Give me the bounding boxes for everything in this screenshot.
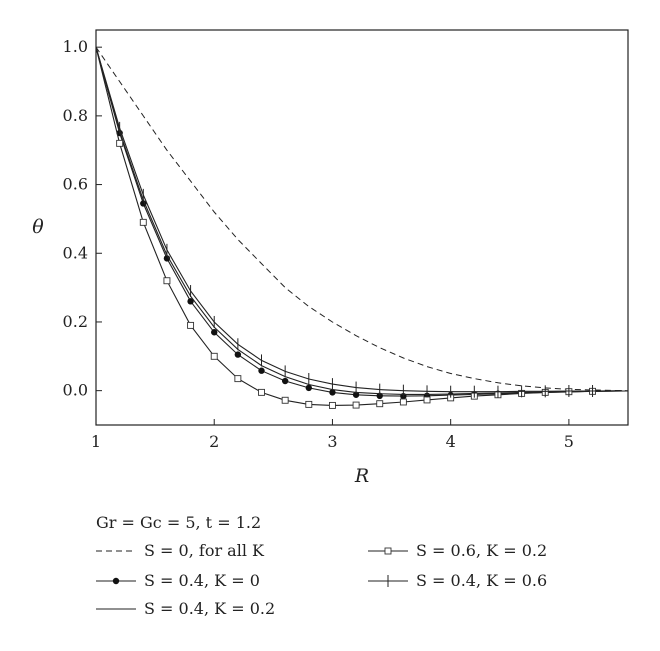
legend: Gr = Gc = 5, t = 1.2 S = 0, for all K S =… bbox=[96, 513, 547, 618]
y-axis-label: θ bbox=[32, 216, 44, 238]
y-tick-label: 0.8 bbox=[63, 106, 88, 125]
plot-area bbox=[95, 46, 629, 409]
data-point bbox=[258, 388, 265, 396]
data-point bbox=[305, 400, 313, 408]
data-point bbox=[399, 398, 407, 406]
x-tick-label: 3 bbox=[327, 432, 337, 451]
data-point bbox=[211, 329, 218, 336]
series-line bbox=[95, 47, 623, 393]
legend-item: S = 0.4, K = 0.2 bbox=[96, 599, 275, 618]
data-point bbox=[163, 277, 171, 285]
legend-marker bbox=[384, 547, 392, 555]
data-point bbox=[187, 321, 195, 329]
data-point bbox=[234, 351, 242, 358]
series-4 bbox=[95, 47, 623, 398]
legend-marker bbox=[112, 577, 120, 585]
legend-item: S = 0.4, K = 0.6 bbox=[368, 571, 547, 590]
y-tick-label: 0.0 bbox=[63, 381, 88, 400]
data-point bbox=[352, 391, 360, 398]
x-tick-label: 2 bbox=[209, 432, 219, 451]
data-point bbox=[187, 298, 194, 305]
series-3 bbox=[95, 47, 623, 409]
legend-title: Gr = Gc = 5, t = 1.2 bbox=[96, 513, 261, 532]
data-point bbox=[352, 401, 360, 409]
legend-item: S = 0.6, K = 0.2 bbox=[368, 541, 547, 560]
legend-label: S = 0.4, K = 0.6 bbox=[416, 571, 547, 590]
series-0 bbox=[95, 46, 629, 392]
data-point bbox=[258, 367, 265, 374]
series-1 bbox=[95, 47, 617, 400]
data-point bbox=[234, 375, 242, 383]
legend-label: S = 0.4, K = 0.2 bbox=[144, 599, 275, 618]
series-line bbox=[95, 47, 617, 397]
data-point bbox=[329, 389, 336, 396]
x-tick-label: 5 bbox=[564, 432, 574, 451]
data-point bbox=[116, 139, 124, 147]
data-point bbox=[281, 396, 289, 404]
legend-item: S = 0.4, K = 0 bbox=[96, 571, 260, 590]
data-point bbox=[376, 400, 384, 408]
x-axis-label: R bbox=[354, 465, 369, 487]
plot-frame bbox=[95, 29, 629, 426]
y-tick-label: 0.2 bbox=[63, 312, 88, 331]
series-2 bbox=[95, 47, 629, 395]
x-tick-label: 1 bbox=[91, 432, 101, 451]
series-line bbox=[95, 47, 623, 406]
y-tick-label: 0.4 bbox=[63, 243, 88, 262]
y-tick-label: 1.0 bbox=[63, 37, 88, 56]
series-line bbox=[95, 46, 629, 392]
x-tick-label: 4 bbox=[446, 432, 456, 451]
data-point bbox=[305, 384, 312, 392]
data-point bbox=[139, 218, 147, 226]
data-point bbox=[281, 377, 289, 385]
data-point bbox=[210, 352, 218, 360]
data-point bbox=[423, 396, 431, 404]
legend-label: S = 0.6, K = 0.2 bbox=[416, 541, 547, 560]
legend-label: S = 0.4, K = 0 bbox=[144, 571, 260, 590]
series-line bbox=[95, 47, 629, 395]
legend-item: S = 0, for all K bbox=[96, 541, 265, 560]
y-tick-label: 0.6 bbox=[63, 175, 88, 194]
legend-label: S = 0, for all K bbox=[144, 541, 265, 560]
axis-ticks: 1 2 3 4 5 0.0 0.2 0.4 0.6 0.8 1.0 bbox=[63, 37, 574, 451]
data-point bbox=[328, 401, 336, 409]
